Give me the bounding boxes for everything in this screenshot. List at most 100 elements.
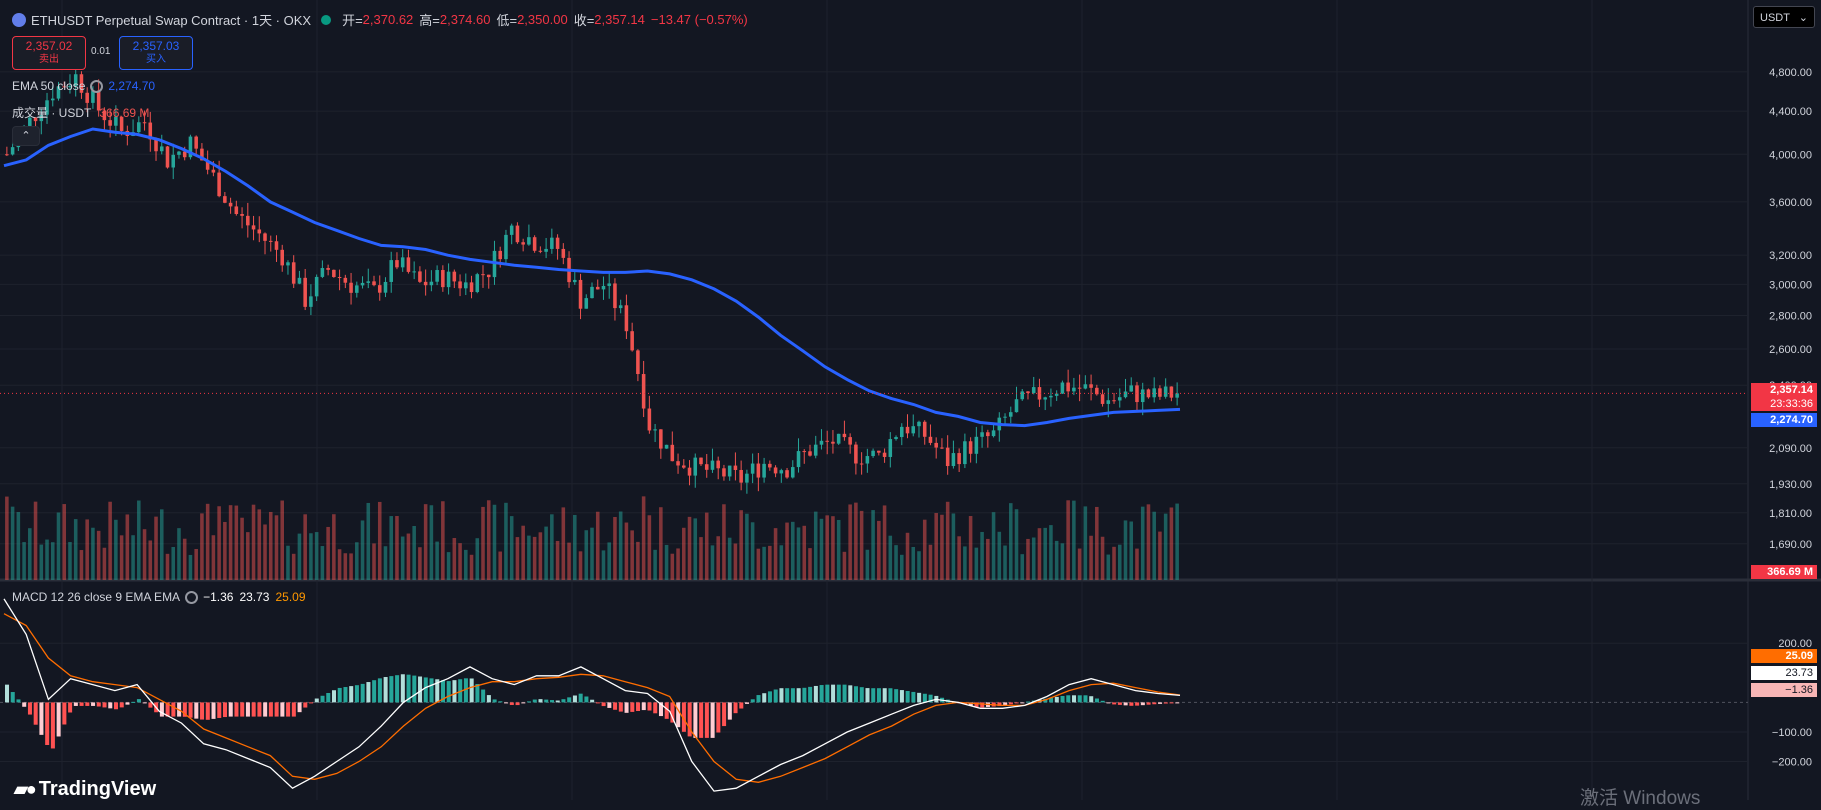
- macd-histogram-bar: [1020, 702, 1025, 704]
- macd-histogram-bar: [704, 702, 709, 738]
- macd-histogram-bar: [406, 674, 411, 703]
- volume-bar: [119, 535, 124, 580]
- volume-bar: [1014, 509, 1019, 580]
- volume-bar: [68, 542, 72, 580]
- volume-bar: [905, 532, 910, 580]
- ema-legend[interactable]: EMA 50 close 2,274.70: [12, 79, 155, 93]
- macd-histogram-bar: [5, 684, 10, 703]
- buy-label: 买入: [146, 54, 166, 65]
- candle-body: [1014, 399, 1019, 413]
- volume-bar: [986, 538, 990, 580]
- candle-body: [986, 432, 990, 437]
- candle-body: [785, 470, 789, 478]
- macd-histogram-bar: [865, 688, 870, 703]
- macd-histogram-bar: [412, 675, 417, 703]
- macd-histogram-bar: [802, 687, 807, 703]
- volume-bar: [504, 502, 508, 580]
- currency-selector-button[interactable]: USDT ⌄: [1753, 6, 1815, 28]
- buy-button[interactable]: 2,357.03 买入: [119, 36, 193, 70]
- candle-body: [395, 260, 399, 268]
- candle-body: [45, 100, 49, 115]
- candle-body: [848, 437, 852, 445]
- volume-bar: [1095, 506, 1099, 580]
- macd-histogram-bar: [45, 702, 50, 746]
- volume-bar: [142, 529, 147, 580]
- candle-body: [320, 268, 325, 277]
- volume-bar: [28, 528, 32, 580]
- volume-bar: [429, 505, 434, 580]
- macd-histogram-bar: [314, 698, 319, 703]
- sell-button[interactable]: 2,357.02 卖出: [12, 36, 86, 70]
- macd-histogram-bar: [1100, 700, 1105, 703]
- price-tick-label: 2,090.00: [1769, 443, 1812, 455]
- candle-body: [1095, 387, 1099, 395]
- candle-body: [664, 444, 669, 449]
- candle-body: [39, 114, 44, 122]
- candle-body: [550, 237, 554, 249]
- macd-histogram-bar: [280, 702, 285, 717]
- candle-body: [842, 433, 847, 438]
- candle-body: [831, 441, 835, 444]
- macd-legend[interactable]: MACD 12 26 close 9 EMA EMA −1.36 23.73 2…: [12, 590, 306, 604]
- volume-bar: [1146, 504, 1151, 580]
- candle-body: [555, 237, 560, 249]
- volume-bar: [177, 528, 181, 580]
- candle-body: [343, 277, 348, 283]
- volume-bar: [343, 553, 348, 580]
- macd-histogram-bar: [297, 702, 302, 713]
- candle-body: [819, 440, 824, 445]
- macd-histogram-bar: [527, 701, 532, 703]
- macd-histogram-bar: [813, 685, 818, 703]
- macd-histogram-bar: [211, 702, 216, 719]
- volume-bar: [56, 512, 61, 580]
- volume-bar: [739, 510, 743, 580]
- candle-body: [469, 282, 474, 293]
- volume-bar: [710, 545, 715, 580]
- sell-label: 卖出: [39, 54, 59, 65]
- macd-histogram-bar: [228, 702, 233, 717]
- macd-histogram-bar: [349, 686, 354, 703]
- volume-bar: [813, 511, 818, 580]
- candle-body: [1072, 387, 1076, 392]
- volume-bar: [561, 507, 566, 580]
- volume-bar: [940, 514, 944, 580]
- high-label: 高=: [419, 13, 440, 28]
- candle-body: [1037, 387, 1042, 400]
- volume-bar: [303, 514, 307, 580]
- price-tick-label: 4,800.00: [1769, 67, 1812, 79]
- volume-bar: [722, 504, 726, 580]
- volume-legend[interactable]: 成交量 · USDT 366.69 M: [12, 104, 149, 121]
- macd-histogram-bar: [142, 702, 147, 704]
- volume-bar: [745, 513, 749, 580]
- volume-bar: [159, 509, 164, 580]
- macd-histogram-bar: [1003, 702, 1008, 706]
- volume-bar: [257, 509, 262, 580]
- candle-body: [911, 426, 916, 434]
- volume-bar: [240, 517, 244, 580]
- volume-bar: [469, 554, 474, 580]
- macd-histogram-bar: [119, 702, 124, 708]
- volume-bar: [951, 513, 956, 580]
- candle-body: [355, 285, 359, 293]
- volume-bar: [1089, 535, 1093, 580]
- chevron-up-icon[interactable]: ⌃: [12, 126, 40, 146]
- volume-bar: [16, 512, 21, 580]
- volume-bar: [5, 496, 9, 580]
- low-value: 2,350.00: [517, 12, 568, 27]
- volume-bar: [1054, 540, 1059, 580]
- candle-body: [240, 213, 244, 216]
- tradingview-logo[interactable]: ▰● TradingView: [14, 778, 156, 801]
- candle-body: [618, 305, 623, 309]
- macd-histogram-bar: [1060, 695, 1065, 703]
- symbol-title[interactable]: ETHUSDT Perpetual Swap Contract · 1天 · O…: [31, 13, 312, 28]
- volume-bar: [33, 501, 38, 580]
- macd-histogram-bar: [859, 687, 864, 703]
- macd-histogram-bar: [16, 699, 21, 703]
- symbol-legend: ETHUSDT Perpetual Swap Contract · 1天 · O…: [12, 10, 748, 29]
- volume-bar: [567, 542, 571, 580]
- volume-bar: [131, 535, 135, 580]
- macd-histogram-bar: [1163, 702, 1168, 704]
- macd-histogram-bar: [842, 684, 847, 703]
- volume-bar: [223, 521, 227, 580]
